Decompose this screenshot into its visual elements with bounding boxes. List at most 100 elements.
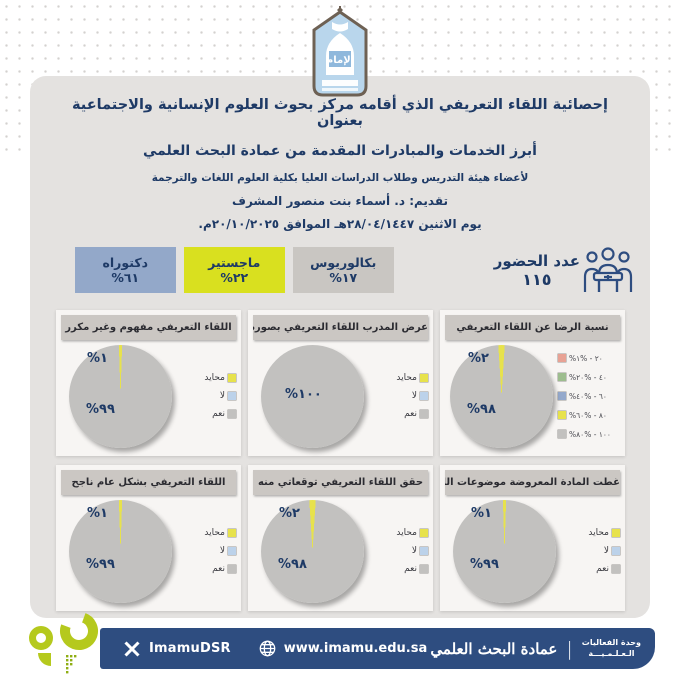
pie-wrapper: %٢ %٩٨ [261,499,364,603]
chart-title: اللقاء التعريفي مفهوم وغير مكرر [61,315,236,340]
unit-line-1: وحدة الفعاليات [581,637,641,647]
legend-swatch [558,373,566,381]
legend-swatch [228,410,236,418]
unit-line-2: الـعـلـمـيـــة [588,648,635,658]
attendance-group: عدد الحضور ١١٥ [494,247,634,293]
legend-item: نعم [372,564,428,574]
globe-icon [259,640,276,657]
website-link[interactable]: www.imamu.edu.sa [283,641,428,656]
legend-label: لا [411,546,417,556]
slice-label-big: %٩٨ [467,401,496,417]
charts-grid: نسبة الرضا عن اللقاء التعريفي %٢ %٩٨ %٢٠… [55,310,625,611]
chart-title: عرض المدرب اللقاء التعريفي بصورة جيدة [253,315,428,340]
degree-box-doctorate: دكتوراه %٦١ [74,247,176,293]
legend-item: محايد [564,528,620,538]
legend-swatch [420,392,428,400]
legend: %٢٠ - %١ %٤٠ - %٢٠ %٦٠ - %٤٠ %٨٠ - %٦٠ %… [558,354,620,439]
legend-swatch [558,430,566,438]
legend-swatch [558,392,566,400]
legend-swatch [420,565,428,573]
legend-label: لا [603,546,609,556]
book-icon [332,22,348,32]
legend-swatch [558,411,566,419]
footer-bar: ImamuDSR www.imamu.edu.sa عمادة البحث ال… [100,628,655,669]
title-line-2: أبرز الخدمات والمبادرات المقدمة من عمادة… [143,143,537,159]
legend-item: نعم [180,564,236,574]
attendance-value: ١١٥ [522,269,552,289]
slice-label-small: %٢ [279,505,300,521]
legend-item: لا [372,546,428,556]
slice-label-small: %١ [87,505,108,521]
attendance-label: عدد الحضور [493,251,580,270]
legend: محايد لا نعم [180,373,236,419]
slice-label-big: %٩٩ [86,556,115,572]
degree-label: بكالوريوس [310,255,377,270]
legend-label: نعم [404,409,417,419]
degree-label: ماجستير [208,255,261,270]
legend-label: %١٠٠ - %٨٠ [569,429,611,439]
x-twitter-icon[interactable] [124,640,140,657]
legend-item: %٦٠ - %٤٠ [558,392,620,401]
legend: محايد لا نعم [372,528,428,574]
pie-zone: %١ %٩٩ [61,499,180,603]
svg-text:الإمام: الإمام [326,55,354,66]
legend-label: %٦٠ - %٤٠ [569,391,607,401]
legend-swatch [228,529,236,537]
legend-item: محايد [180,373,236,383]
stats-row: عدد الحضور ١١٥ بكالوريوس %١٧ ماجستير %٢٢… [74,247,634,293]
pie-wrapper: %١ %٩٩ [69,344,172,448]
chart-card-satisfaction: نسبة الرضا عن اللقاء التعريفي %٢ %٩٨ %٢٠… [440,310,625,456]
slice-label-big: %١٠٠ [285,386,322,402]
legend-label: محايد [204,373,225,383]
legend-label: محايد [204,528,225,538]
chart-title: غطت المادة المعروضة موضوعات اللقاء [445,470,620,495]
slice-label-small: %١ [471,505,492,521]
legend-label: نعم [212,409,225,419]
dsr-green-logo [29,612,98,674]
legend-label: لا [219,391,225,401]
legend-swatch [612,529,620,537]
chart-title: نسبة الرضا عن اللقاء التعريفي [445,315,620,340]
pie-zone: %١ %٩٩ [445,499,564,603]
pie-chart [450,344,553,448]
chart-body: %٢ %٩٨ %٢٠ - %١ %٤٠ - %٢٠ %٦٠ - %٤٠ [445,340,620,452]
chart-card-expectations: حقق اللقاء التعريفي توقعاتي منه %٢ %٩٨ م… [248,465,433,611]
legend-item: محايد [180,528,236,538]
legend-item: محايد [372,373,428,383]
legend-item: لا [372,391,428,401]
header-title-block: إحصائية اللقاء التعريفي الذي أقامه مركز … [50,97,630,231]
chart-title: حقق اللقاء التعريفي توقعاتي منه [253,470,428,495]
degree-value: %٦١ [111,270,140,285]
degree-value: %٢٢ [220,270,249,285]
legend-item: %١٠٠ - %٨٠ [558,430,620,439]
chart-card-trainer-presentation: عرض المدرب اللقاء التعريفي بصورة جيدة %١… [248,310,433,456]
pie-zone: %١ %٩٩ [61,344,180,448]
pie-chart [69,344,172,448]
legend-swatch [558,354,566,362]
attendance-text: عدد الحضور ١١٥ [494,252,580,289]
pie-wrapper: %١٠٠ [261,344,364,448]
legend-item: لا [180,546,236,556]
legend-swatch [420,374,428,382]
legend-label: %٤٠ - %٢٠ [569,372,607,382]
legend-item: لا [564,546,620,556]
legend-label: محايد [396,528,417,538]
legend: محايد لا نعم [372,373,428,419]
footer-divider: | [566,637,573,660]
slice-label-big: %٩٨ [278,556,307,572]
chart-card-material-coverage: غطت المادة المعروضة موضوعات اللقاء %١ %٩… [440,465,625,611]
pie-chart [69,499,172,603]
degree-label: دكتوراه [102,255,148,270]
degree-value: %١٧ [329,270,358,285]
legend-swatch [420,410,428,418]
legend-label: محايد [396,373,417,383]
legend-item: نعم [180,409,236,419]
degree-box-bachelor: بكالوريوس %١٧ [292,247,394,293]
slice-label-small: %١ [87,350,108,366]
legend-swatch [612,547,620,555]
legend-swatch [228,547,236,555]
twitter-handle[interactable]: ImamuDSR [149,641,231,656]
legend-label: %٨٠ - %٦٠ [569,410,607,420]
legend-swatch [228,565,236,573]
presenter-line: تقديم: د. أسماء بنت منصور المشرف [232,194,448,208]
